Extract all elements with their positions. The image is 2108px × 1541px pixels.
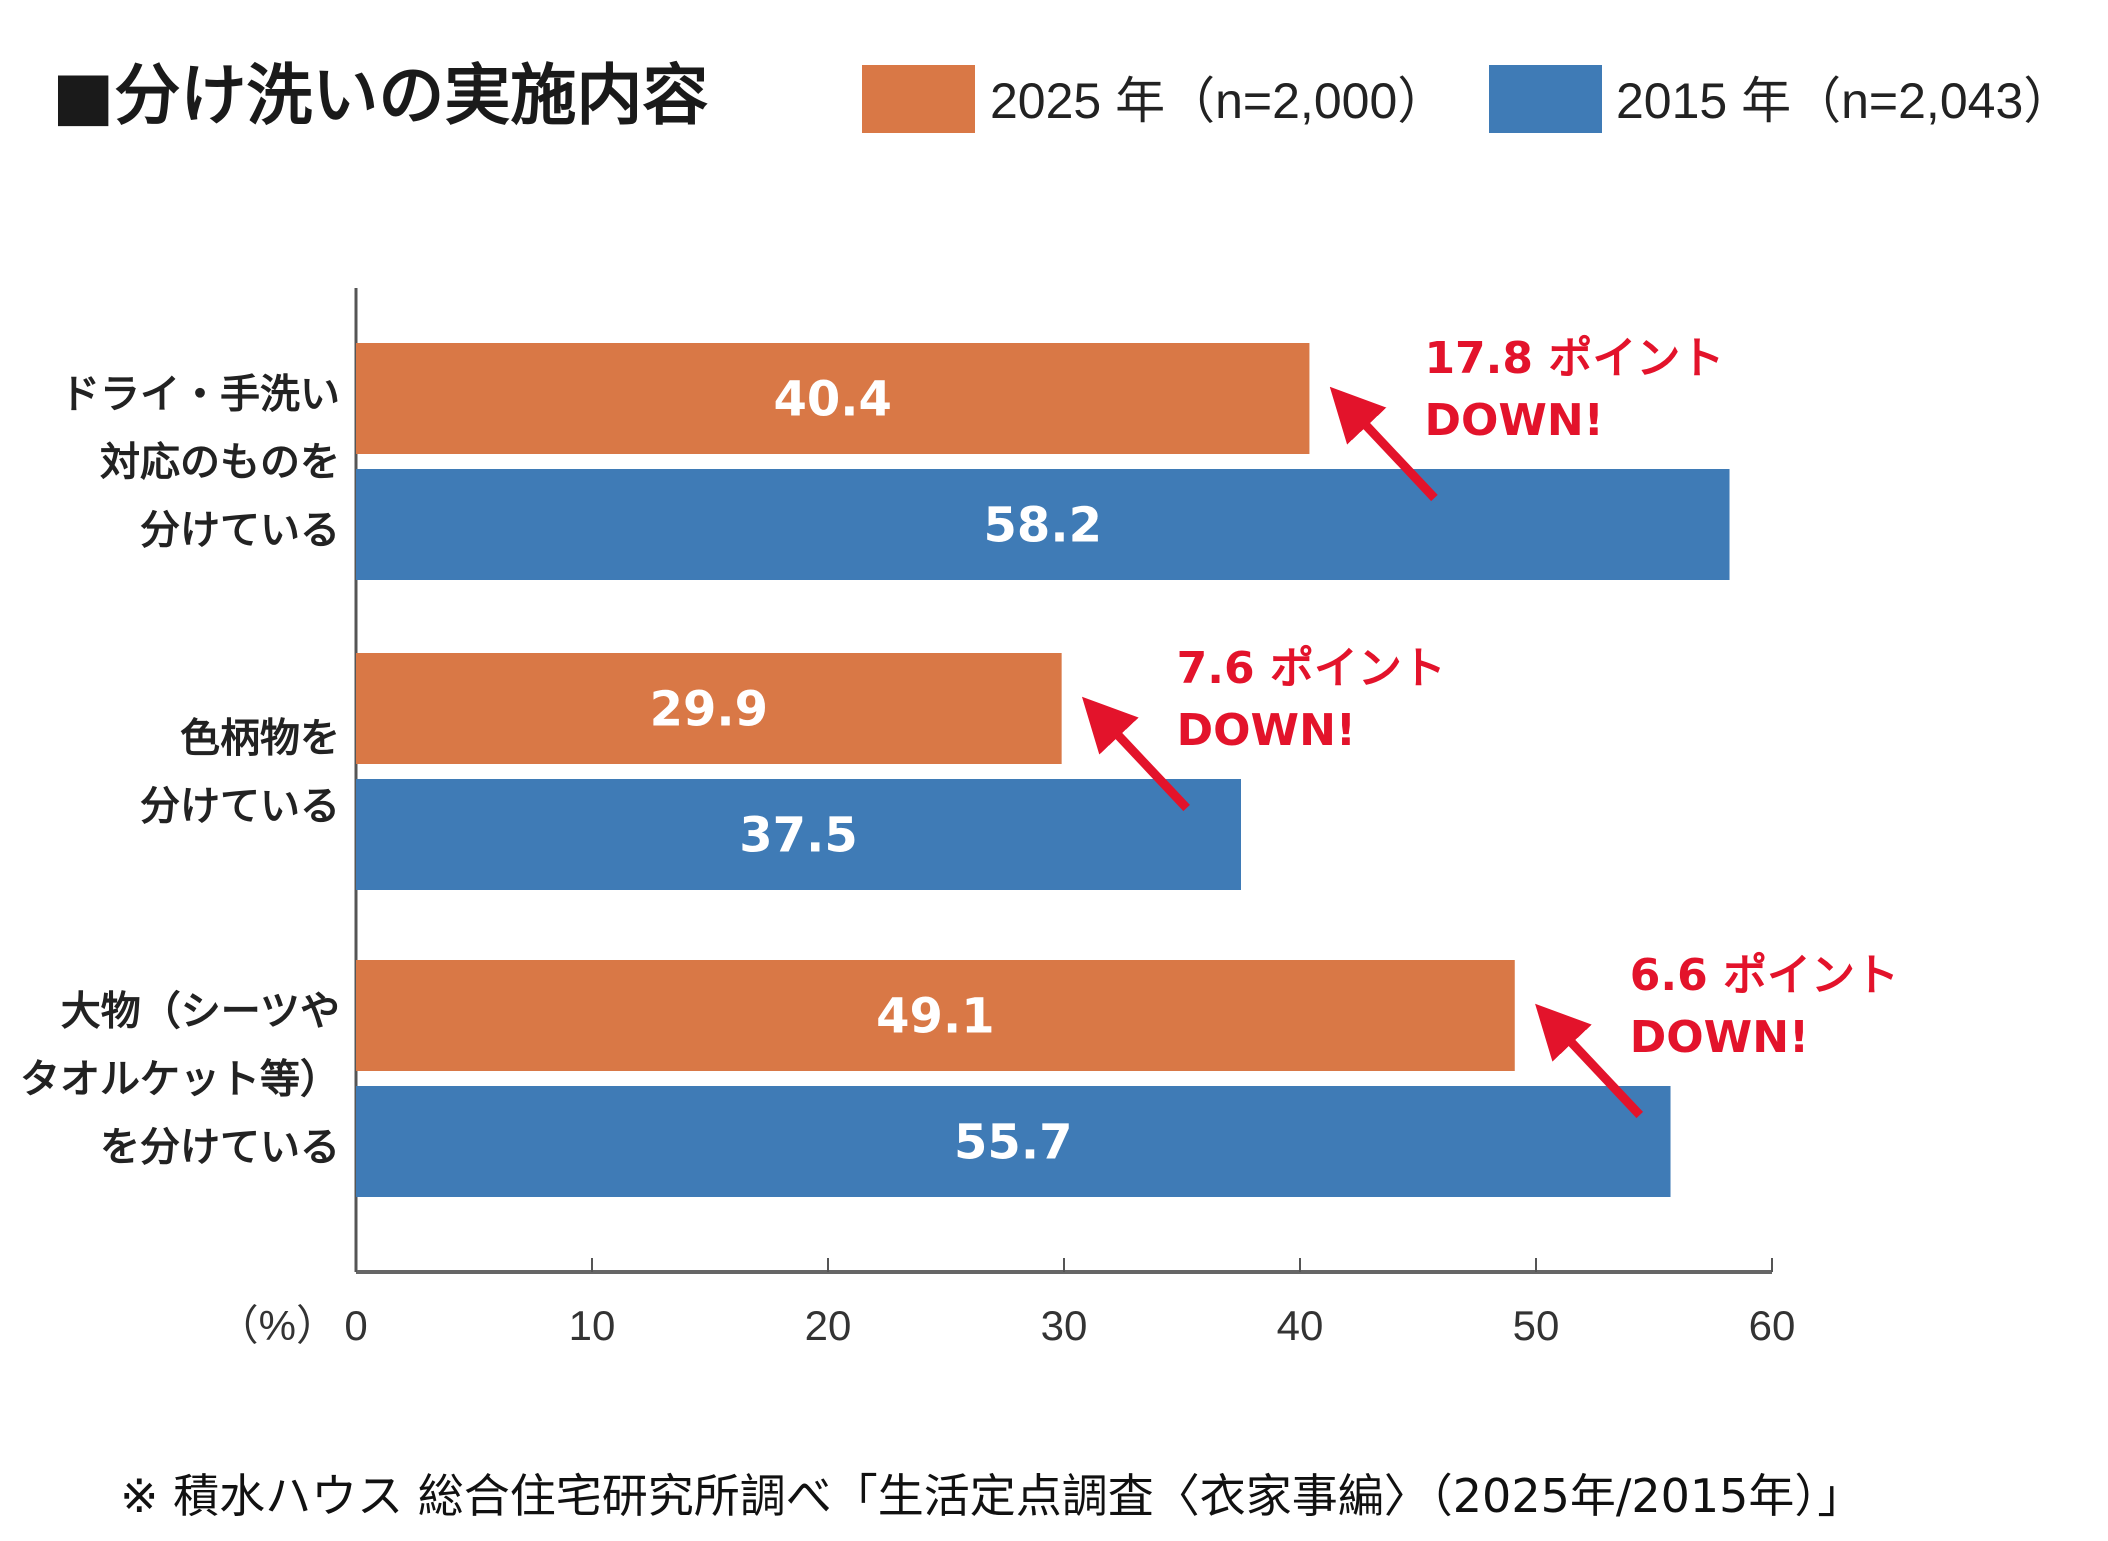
bar-value-label: 58.2 xyxy=(984,498,1102,554)
bar-2025 xyxy=(356,343,1310,454)
bar-2025 xyxy=(356,960,1515,1071)
category-label: ドライ・手洗い xyxy=(60,372,340,418)
bar-2025 xyxy=(356,653,1062,764)
category-label: を分けている xyxy=(100,1125,340,1171)
down-arrow-icon xyxy=(1535,1003,1644,1119)
down-arrow-icon xyxy=(1329,386,1438,502)
x-tick-label: 50 xyxy=(1513,1302,1560,1349)
annotation-points: 7.6 ポイント xyxy=(1177,643,1446,694)
legend-label-2025: 2025 年（n=2,000） xyxy=(990,73,1447,129)
down-arrow-icon xyxy=(1081,696,1190,812)
category-label: 大物（シーツや xyxy=(61,989,340,1035)
legend-swatch-2025 xyxy=(862,65,975,133)
category-label: 対応のものを xyxy=(100,440,340,486)
x-axis-unit-label: （%） xyxy=(217,1302,338,1349)
bar-value-label: 40.4 xyxy=(774,372,892,428)
bar-value-label: 37.5 xyxy=(739,808,857,864)
bar-2015 xyxy=(356,469,1730,580)
category-label: 分けている xyxy=(140,784,340,830)
category-label: 分けている xyxy=(140,508,340,554)
bar-2015 xyxy=(356,1086,1671,1197)
annotation-down: DOWN! xyxy=(1630,1012,1809,1063)
x-tick-label: 30 xyxy=(1041,1302,1088,1349)
annotation-points: 6.6 ポイント xyxy=(1630,950,1899,1001)
annotation-points: 17.8 ポイント xyxy=(1424,333,1724,384)
annotation-down: DOWN! xyxy=(1177,705,1356,756)
x-tick-label: 20 xyxy=(805,1302,852,1349)
legend: 2025 年（n=2,000） 2015 年（n=2,043） xyxy=(862,65,2073,133)
bar-value-label: 55.7 xyxy=(954,1115,1072,1171)
annotation-down: DOWN! xyxy=(1424,395,1603,446)
bar-value-label: 29.9 xyxy=(650,682,768,738)
x-tick-label: 10 xyxy=(569,1302,616,1349)
x-tick-label: 40 xyxy=(1277,1302,1324,1349)
category-label: 色柄物を xyxy=(180,716,340,762)
legend-swatch-2015 xyxy=(1489,65,1602,133)
bar-value-label: 49.1 xyxy=(876,989,994,1045)
chart-title: ■分け洗いの実施内容 xyxy=(52,57,708,134)
legend-label-2015: 2015 年（n=2,043） xyxy=(1616,73,2073,129)
category-label: タオルケット等） xyxy=(20,1057,340,1103)
x-tick-label: 60 xyxy=(1749,1302,1796,1349)
footnote: ※ 積水ハウス 総合住宅研究所調べ「生活定点調査〈衣家事編〉（2025年/201… xyxy=(120,1469,1863,1523)
x-tick-label: 0 xyxy=(344,1302,367,1349)
bar-2015 xyxy=(356,779,1241,890)
